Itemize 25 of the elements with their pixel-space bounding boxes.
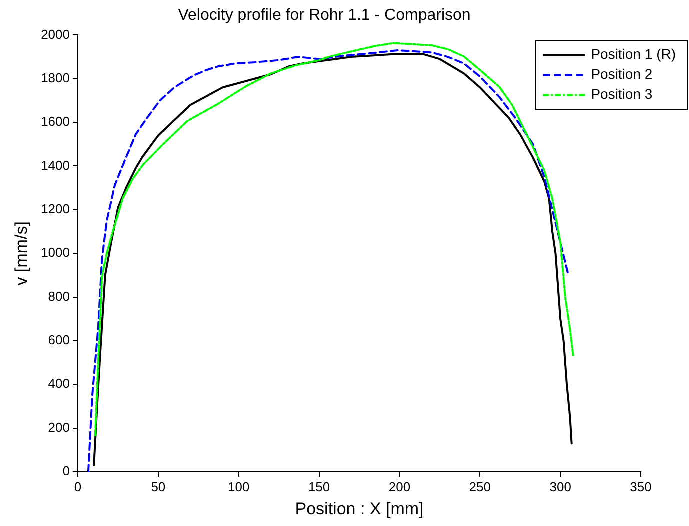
x-tick-label: 0	[74, 479, 82, 494]
y-tick-label: 400	[48, 376, 70, 392]
y-tick-label: 1200	[41, 202, 70, 216]
y-axis-title: v [mm/s]	[12, 221, 31, 286]
x-tick-label: 100	[228, 479, 250, 494]
y-tick-label: 0	[62, 464, 70, 479]
x-tick-label: 200	[388, 479, 411, 494]
chart-title: Velocity profile for Rohr 1.1 - Comparison	[178, 7, 471, 24]
legend-label: Position 3	[591, 86, 653, 102]
y-tick-label: 2000	[41, 26, 70, 42]
y-tick-label: 200	[48, 420, 70, 435]
y-tick-label: 1800	[41, 70, 70, 86]
x-tick-label: 300	[550, 479, 572, 494]
x-axis-title: Position : X [mm]	[295, 499, 424, 518]
x-tick-label: 50	[151, 479, 166, 494]
x-tick-label: 350	[630, 479, 652, 494]
x-tick-label: 250	[469, 479, 491, 494]
y-tick-label: 1400	[41, 158, 70, 173]
y-tick-label: 1600	[41, 114, 70, 130]
legend-label: Position 1 (R)	[591, 46, 676, 62]
y-tick-label: 1000	[41, 245, 70, 260]
legend-label: Position 2	[591, 66, 653, 82]
y-tick-label: 600	[48, 332, 70, 348]
y-tick-label: 800	[48, 288, 70, 304]
x-tick-label: 150	[308, 479, 330, 494]
